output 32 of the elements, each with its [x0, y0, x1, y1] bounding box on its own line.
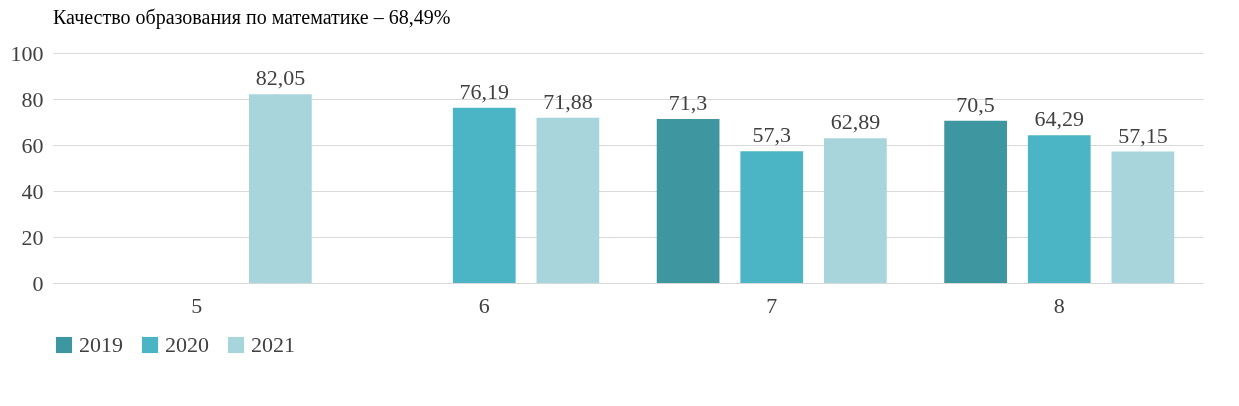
bar	[1111, 151, 1175, 283]
y-tick-label: 80	[21, 86, 44, 112]
bar	[536, 117, 600, 283]
bar	[824, 138, 887, 283]
x-tick-label: 8	[1053, 292, 1065, 318]
data-label: 57,15	[1118, 122, 1168, 148]
y-tick-label: 60	[21, 132, 44, 158]
bar	[944, 120, 1007, 283]
y-tick-label: 100	[10, 40, 44, 66]
x-tick-label: 5	[191, 292, 203, 318]
data-label: 76,19	[459, 78, 509, 104]
y-tick-label: 20	[21, 224, 44, 250]
bar	[740, 151, 804, 283]
bar	[1027, 135, 1091, 283]
data-label: 57,3	[752, 122, 791, 148]
legend-label: 2019	[79, 332, 123, 357]
y-tick-label: 0	[32, 270, 44, 296]
data-label: 70,5	[956, 91, 995, 117]
data-label: 71,88	[543, 88, 593, 114]
data-label: 71,3	[668, 90, 708, 116]
legend-label: 2020	[165, 332, 209, 357]
data-label: 82,05	[255, 65, 306, 91]
legend-label: 2021	[251, 332, 295, 357]
x-tick-label: 7	[766, 292, 778, 318]
data-label: 62,89	[830, 109, 881, 135]
bar	[656, 119, 720, 283]
chart-title: Качество образования по математике – 68,49%	[53, 6, 451, 29]
data-label: 64,29	[1034, 106, 1084, 132]
y-tick-label: 40	[21, 178, 44, 204]
bar	[452, 107, 516, 283]
x-tick-label: 6	[478, 292, 490, 318]
bar	[249, 94, 312, 283]
